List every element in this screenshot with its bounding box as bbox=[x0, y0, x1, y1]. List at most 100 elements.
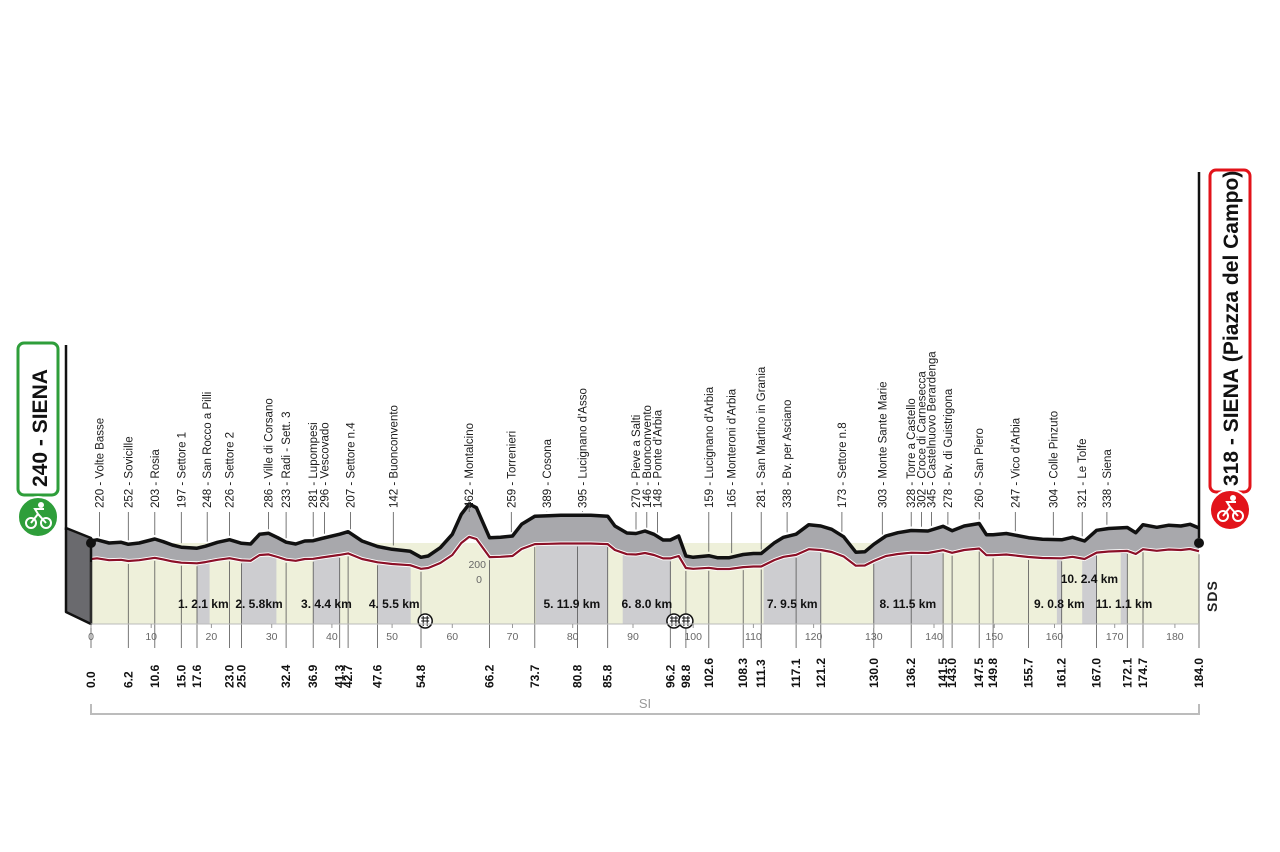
gravel-sector-band-6 bbox=[622, 552, 671, 624]
km-marker-17: 85.8 bbox=[601, 664, 615, 688]
profile-inner-line bbox=[90, 535, 1200, 571]
gravel-sector-band-1 bbox=[197, 561, 210, 624]
km-marker-10: 41.3 bbox=[333, 664, 347, 688]
finish-dot bbox=[1194, 538, 1204, 548]
x-tick-120: 120 bbox=[805, 631, 823, 643]
km-marker-2: 6.2 bbox=[121, 671, 135, 688]
x-tick-110: 110 bbox=[745, 631, 762, 643]
km-marker-6: 23.0 bbox=[223, 664, 237, 688]
km-marker-13: 54.8 bbox=[414, 664, 428, 688]
km-marker-15: 73.7 bbox=[528, 664, 542, 688]
km-marker-33: 167.0 bbox=[1090, 658, 1104, 688]
waypoint-label-15: 389 - Cosona bbox=[542, 438, 554, 508]
gravel-sector-band-5 bbox=[536, 544, 608, 624]
km-marker-22: 111.3 bbox=[754, 659, 768, 688]
km-marker-19: 98.8 bbox=[679, 664, 693, 688]
waypoint-labels: 220 - Volte Basse 252 - Sovicille 203 - Ro… bbox=[94, 351, 1114, 508]
waypoint-label-19: 148 - Ponte d'Arbia bbox=[653, 409, 665, 508]
start-name: SIENA bbox=[29, 369, 52, 433]
x-axis: 0 10 20 30 40 50 60 70 80 90 100 110 120 130 140 150 160… bbox=[88, 623, 1199, 643]
km-marker-36: 184.0 bbox=[1192, 658, 1206, 688]
waypoint-label-12: 142 - Buonconvento bbox=[388, 405, 400, 508]
waypoint-label-9: 281 - Lupompesi bbox=[308, 422, 320, 508]
gravel-sector-bands bbox=[197, 544, 1128, 624]
waypoint-label-6: 226 - Settore 2 bbox=[225, 432, 237, 508]
waypoint-guides bbox=[90, 500, 1200, 648]
gravel-sector-band-3 bbox=[313, 554, 340, 624]
x-tick-160: 160 bbox=[1046, 631, 1064, 643]
waypoint-label-16: 395 - Lucignano d'Asso bbox=[577, 388, 589, 508]
waypoint-label-33: 321 - Le Tolfe bbox=[1077, 439, 1089, 508]
waypoint-label-3: 203 - Rosia bbox=[150, 449, 162, 508]
gravel-sector-band-10 bbox=[1082, 552, 1097, 624]
km-marker-8: 32.4 bbox=[279, 664, 293, 688]
x-tick-80: 80 bbox=[567, 631, 579, 643]
gravel-sector-label-9: 9. 0.8 km bbox=[1034, 597, 1085, 611]
waypoint-label-27: 302 - Croce di Carnesecca bbox=[916, 371, 928, 508]
waypoint-label-10: 296 - Vescovado bbox=[320, 422, 332, 508]
waypoint-label-18: 146 - Buonconvento bbox=[642, 405, 654, 508]
x-tick-30: 30 bbox=[266, 631, 278, 643]
waypoint-label-5: 248 - San Rocco a Pilli bbox=[202, 392, 214, 508]
waypoint-label-30: 260 - San Piero bbox=[974, 428, 986, 508]
waypoint-label-2: 252 - Sovicille bbox=[123, 436, 135, 508]
waypoint-label-20: 159 - Lucignano d'Arbia bbox=[704, 386, 716, 508]
start-dot bbox=[86, 538, 96, 548]
km-marker-12: 47.6 bbox=[371, 664, 385, 688]
x-tick-70: 70 bbox=[507, 631, 519, 643]
waypoint-label-14: 259 - Torrenieri bbox=[506, 431, 518, 508]
cyclist-icon bbox=[1209, 489, 1251, 531]
km-marker-24: 121.2 bbox=[814, 658, 828, 688]
km-marker-11: 42.7 bbox=[341, 664, 355, 688]
finish-name: SIENA bbox=[1220, 368, 1243, 432]
y-tick-0: 0 bbox=[476, 574, 482, 586]
waypoint-label-34: 338 - Siena bbox=[1102, 449, 1114, 508]
x-tick-150: 150 bbox=[986, 631, 1004, 643]
intermediate-sprint-icon bbox=[417, 613, 433, 629]
waypoint-label-22: 281 - San Martino in Grania bbox=[756, 366, 768, 508]
gravel-sector-label-2: 2. 5.8km bbox=[235, 597, 282, 611]
waypoint-label-31: 247 - Vico d'Arbia bbox=[1010, 417, 1022, 508]
start-badge-frame bbox=[16, 341, 60, 497]
km-marker-20: 102.6 bbox=[702, 658, 716, 688]
gravel-sector-label-11: 11. 1.1 km bbox=[1096, 597, 1153, 611]
km-marker-16: 80.8 bbox=[571, 664, 585, 688]
km-marker-27: 141.5 bbox=[936, 658, 950, 688]
km-marker-18: 96.2 bbox=[663, 664, 677, 688]
waypoint-label-21: 165 - Monteroni d'Arbia bbox=[727, 388, 739, 508]
cyclist-icon bbox=[17, 496, 59, 538]
km-marker-32: 161.2 bbox=[1055, 658, 1069, 688]
gravel-sector-label-6: 6. 8.0 km bbox=[621, 597, 672, 611]
finish-subtitle: (Piazza del Campo) bbox=[1220, 171, 1243, 362]
gravel-sector-label-1: 1. 2.1 km bbox=[178, 597, 229, 611]
x-tick-100: 100 bbox=[684, 631, 702, 643]
waypoint-label-28: 345 - Castelnuovo Berardenga bbox=[927, 351, 939, 508]
gravel-sector-labels: 1. 2.1 km 2. 5.8km 3. 4.4 km 4. 5.5 km 5. 11… bbox=[178, 572, 1152, 611]
gravel-sector-band-9 bbox=[1056, 558, 1062, 624]
brand-logo: SDS bbox=[1204, 580, 1220, 612]
x-tick-60: 60 bbox=[446, 631, 458, 643]
waypoint-label-29: 278 - Bv. di Guistrigona bbox=[943, 388, 955, 508]
x-tick-140: 140 bbox=[925, 631, 943, 643]
waypoint-label-25: 303 - Monte Sante Marie bbox=[877, 381, 889, 508]
y-tick-200: 200 bbox=[468, 559, 486, 571]
waypoint-label-24: 173 - Settore n.8 bbox=[837, 422, 849, 508]
km-marker-35: 174.7 bbox=[1136, 658, 1150, 688]
gravel-sector-label-3: 3. 4.4 km bbox=[301, 597, 352, 611]
section-bracket bbox=[90, 704, 1200, 715]
x-tick-10: 10 bbox=[145, 631, 157, 643]
km-marker-1: 0.0 bbox=[84, 671, 98, 688]
intermediate-sprint-icon bbox=[678, 613, 694, 629]
km-marker-31: 155.7 bbox=[1022, 658, 1036, 688]
start-badge-text: 240 - SIENA bbox=[29, 369, 52, 487]
gravel-sector-label-7: 7. 9.5 km bbox=[767, 597, 818, 611]
waypoint-label-8: 233 - Radi - Sett. 3 bbox=[281, 411, 293, 508]
finish-altitude: 318 bbox=[1220, 451, 1243, 486]
km-marker-9: 36.9 bbox=[306, 664, 320, 688]
x-tick-20: 20 bbox=[206, 631, 218, 643]
km-marker-7: 25.0 bbox=[235, 664, 249, 688]
finish-badge-text: 318 - SIENA (Piazza del Campo) bbox=[1220, 171, 1243, 486]
waypoint-label-11: 207 - Settore n.4 bbox=[346, 422, 358, 508]
waypoint-label-4: 197 - Settore 1 bbox=[176, 432, 188, 508]
